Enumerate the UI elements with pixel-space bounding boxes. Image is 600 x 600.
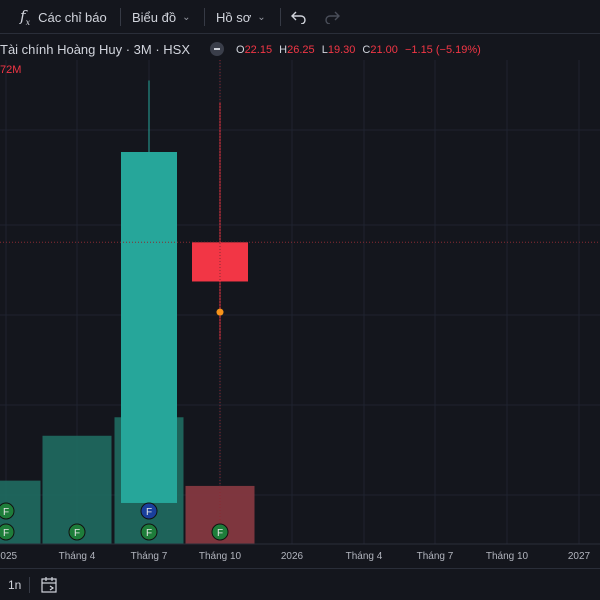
close-value: 21.00 (370, 44, 398, 56)
toolbar-divider (280, 8, 281, 26)
event-marker (140, 502, 158, 520)
x-tick-label: 2025 (0, 551, 18, 562)
chart-menu-button[interactable]: Biểu đồ ⌄ (132, 0, 190, 34)
indicators-label: Các chỉ báo (38, 9, 107, 25)
event-marker (68, 523, 86, 541)
event-marker (0, 502, 15, 520)
close-key: C (362, 44, 371, 56)
event-marker-label: F (146, 507, 152, 518)
x-tick-label: Tháng 4 (59, 551, 96, 562)
open-value: 22.15 (244, 44, 273, 56)
profile-menu-label: Hồ sơ (216, 9, 252, 25)
chart-legend: Tài chính Hoàng Huy · 3M · HSX O22.15 H2… (0, 40, 600, 60)
event-marker-label: F (146, 528, 152, 539)
event-marker (211, 523, 229, 541)
top-toolbar: fx Các chỉ báo Biểu đồ ⌄ Hồ sơ ⌄ (0, 0, 600, 34)
x-tick-label: 2027 (568, 551, 591, 562)
x-tick-label: Tháng 7 (417, 551, 454, 562)
collapse-legend-button[interactable] (210, 42, 224, 56)
calendar-range-icon[interactable] (40, 576, 58, 594)
high-value: 26.25 (287, 44, 315, 56)
low-value: 19.30 (327, 44, 356, 56)
x-tick-label: Tháng 7 (131, 551, 168, 562)
event-marker-label: F (3, 528, 9, 539)
redo-button[interactable] (324, 0, 340, 34)
high-key: H (279, 44, 288, 56)
event-marker-label: F (74, 528, 80, 539)
volume-value: 72M (0, 64, 22, 76)
change-value: −1.15 (−5.19%) (404, 44, 481, 56)
event-marker (0, 523, 15, 541)
function-icon: fx (20, 7, 31, 27)
chevron-down-icon: ⌄ (182, 11, 191, 23)
dividend-marker (216, 308, 224, 316)
event-marker-label: F (3, 507, 9, 518)
toolbar-divider (204, 8, 205, 26)
toolbar-divider (120, 8, 121, 26)
chart-menu-label: Biểu đồ (132, 9, 177, 25)
event-marker-label: F (217, 528, 223, 539)
toolbar-divider (29, 577, 30, 593)
open-key: O (236, 44, 245, 56)
x-tick-label: 2026 (281, 551, 304, 562)
bottom-toolbar: 1n (0, 568, 600, 600)
x-tick-label: Tháng 10 (199, 551, 242, 562)
redo-icon (325, 11, 340, 24)
profile-menu-button[interactable]: Hồ sơ ⌄ (216, 0, 266, 34)
low-key: L (321, 44, 328, 56)
x-tick-label: Tháng 10 (486, 551, 529, 562)
undo-icon (291, 11, 306, 24)
undo-button[interactable] (291, 0, 307, 34)
x-tick-label: Tháng 4 (346, 551, 383, 562)
event-marker (140, 523, 158, 541)
symbol-title[interactable]: Tài chính Hoàng Huy · 3M · HSX (0, 42, 191, 57)
ohlc-values: O22.15 H26.25 L19.30 C21.00 −1.15 (−5.19… (236, 44, 485, 56)
chevron-down-icon: ⌄ (257, 11, 266, 23)
range-1n-button[interactable]: 1n (8, 578, 22, 592)
candle-body (121, 152, 177, 503)
indicators-button[interactable]: fx Các chỉ báo (20, 0, 107, 34)
